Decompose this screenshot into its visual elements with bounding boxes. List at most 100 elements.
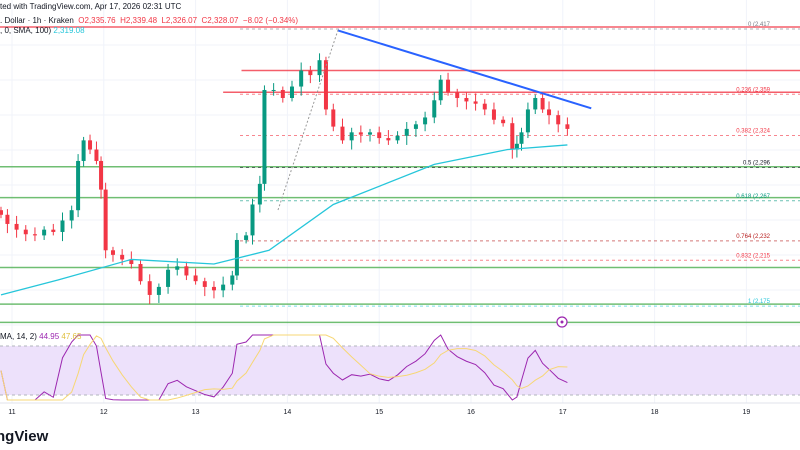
candle-body [193, 275, 198, 282]
candle-body [14, 223, 19, 230]
fib-level-label: 1 (2,175 [748, 299, 771, 305]
x-tick-label: 11 [8, 409, 15, 416]
candle-body [556, 115, 561, 125]
candle-body [156, 286, 161, 295]
candle-body [423, 117, 428, 125]
candle-body [510, 123, 515, 150]
grid [0, 0, 800, 403]
candle-body [110, 250, 115, 255]
candle-body [23, 229, 28, 235]
x-tick-label: 18 [651, 409, 659, 416]
rsi-value: 44.95 [39, 332, 60, 341]
change-value: −8.02 (−0.34%) [242, 16, 299, 25]
x-tick-label: 14 [284, 409, 292, 416]
rsi-ma-value: 47.65 [61, 332, 82, 341]
candle-body [432, 100, 437, 118]
candle-body [340, 126, 345, 141]
candle-body [202, 281, 207, 287]
circle-event-icon[interactable] [556, 316, 568, 328]
candle-body [395, 135, 400, 141]
candle-body [323, 60, 328, 110]
close-value: C2,328.07 [201, 16, 239, 25]
trendline[interactable] [337, 29, 592, 110]
candle-body [166, 269, 171, 287]
published-note: ted with TradingView.com, Apr 17, 2026 0… [0, 2, 182, 11]
candle-body [464, 97, 469, 102]
candle-body [221, 284, 226, 291]
fib-level-label: 0.832 (2,215 [736, 253, 770, 259]
candle-body [69, 210, 74, 221]
candle-body [120, 254, 125, 260]
symbol-label[interactable]: . Dollar · 1h · Kraken [0, 16, 74, 25]
candle-body [184, 266, 189, 276]
rsi-band [0, 346, 800, 395]
candle-body [308, 70, 313, 76]
candle-body [271, 89, 276, 91]
fib-level-label: 0.764 (2,232 [736, 234, 770, 240]
sma-value: 2,319.08 [53, 26, 85, 35]
candle-body [482, 103, 487, 110]
low-value: L2,326.07 [161, 16, 198, 25]
candle-body [230, 275, 235, 285]
candle-body [413, 124, 418, 129]
high-value: H2,339.48 [120, 16, 158, 25]
fib-level-label: 0 (2,417 [748, 22, 771, 28]
candle-body [473, 101, 478, 104]
candle-body [42, 229, 47, 236]
candle-body [519, 132, 524, 144]
x-tick-label: 12 [100, 409, 108, 416]
candle-body [76, 160, 81, 211]
candle-body [368, 132, 373, 135]
candle-body [299, 70, 304, 87]
candle-body [386, 138, 391, 141]
x-tick-label: 15 [375, 409, 383, 416]
candle-body [60, 220, 65, 232]
candle-body [358, 132, 363, 135]
candle-body [88, 140, 93, 150]
ohlc-legend: . Dollar · 1h · Kraken O2,335.76 H2,339.… [0, 16, 298, 25]
candle-body [280, 89, 285, 98]
x-tick-label: 17 [559, 409, 567, 416]
rsi-ma-line [0, 334, 568, 401]
fib-level-label: 0.5 (2,296 [743, 161, 771, 167]
candle-body [262, 89, 267, 184]
sma-legend: , 0, SMA, 100) 2,319.08 [0, 26, 85, 35]
candle-body [51, 229, 56, 232]
rsi-label[interactable]: MA, 14, 2) [0, 332, 37, 341]
candle-body [491, 109, 496, 120]
candle-body [377, 132, 382, 139]
sma-label[interactable]: , 0, SMA, 100) [0, 26, 52, 35]
sma-100-line [0, 144, 568, 296]
candle-body [438, 79, 443, 101]
candle-body [0, 210, 3, 215]
candle-body [525, 109, 530, 133]
fib-level-label: 0.236 (2,359 [736, 87, 770, 93]
x-tick-label: 16 [467, 409, 475, 416]
x-tick-label: 13 [192, 409, 200, 416]
candle-body [147, 281, 152, 295]
candle-body [5, 214, 10, 224]
candle-body [94, 149, 99, 161]
candle-body [250, 204, 255, 236]
x-tick-label: 19 [743, 409, 751, 416]
candle-body [446, 79, 451, 93]
candle-body [349, 132, 354, 141]
candle-body [103, 189, 108, 251]
tradingview-watermark: ngView [0, 428, 49, 445]
candle-body [501, 119, 506, 124]
candle-body [533, 97, 538, 110]
candle-body [129, 259, 134, 265]
fib-level-label: 0.618 (2,267 [736, 194, 770, 200]
candle-body [565, 124, 570, 129]
fib-level-label: 0.382 (2,324 [736, 128, 770, 134]
candle-body [99, 160, 104, 190]
candle-body [547, 109, 552, 116]
candle-body [404, 128, 409, 136]
open-value: O2,335.76 [78, 16, 116, 25]
candle-body [175, 266, 180, 270]
candle-body [244, 235, 249, 240]
candle-body [32, 234, 37, 236]
candle-body [289, 86, 294, 98]
candle-body [317, 60, 322, 76]
